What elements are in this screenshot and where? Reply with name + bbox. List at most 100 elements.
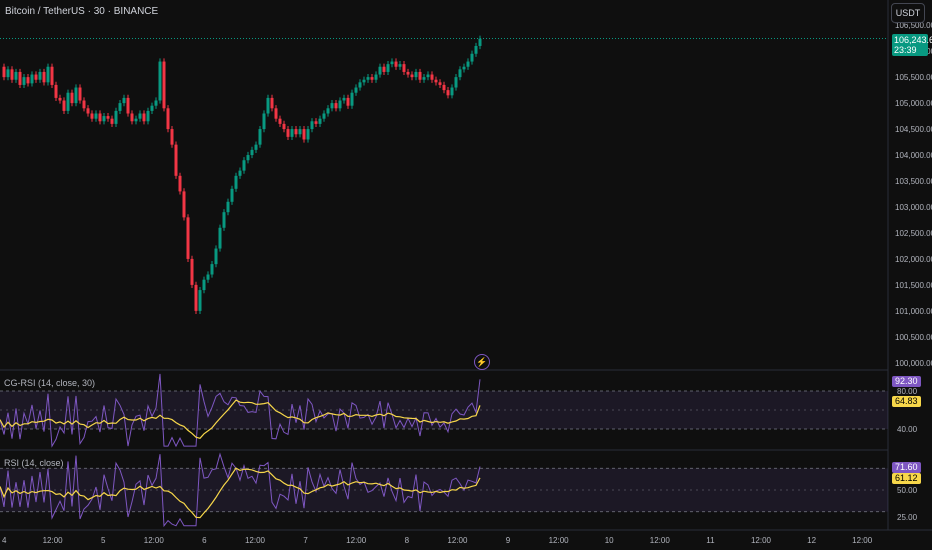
candle-body: [406, 71, 410, 75]
candle-body: [334, 103, 338, 109]
candle-body: [170, 129, 174, 145]
candle-body: [174, 144, 178, 176]
cg-rsi-label[interactable]: CG-RSI (14, close, 30): [4, 378, 96, 388]
price-tick-label: 103,500.00: [895, 177, 932, 186]
candle-body: [322, 113, 326, 119]
lightning-alert-icon[interactable]: ⚡: [474, 354, 490, 370]
rsi-value-tag: 71.60: [892, 462, 921, 473]
candle-body: [94, 113, 98, 119]
candle-body: [258, 129, 262, 145]
candle-body: [142, 113, 146, 122]
candle-body: [306, 129, 310, 140]
candle-body: [274, 108, 278, 119]
candle-body: [106, 116, 110, 119]
candle-body: [270, 97, 274, 109]
candle-body: [114, 110, 118, 124]
candle-body: [122, 97, 126, 104]
candle-body: [282, 123, 286, 130]
cg-rsi-value-tag: 92.30: [892, 376, 921, 387]
candle-body: [446, 90, 450, 96]
candle-body: [238, 170, 242, 176]
candle-body: [46, 66, 50, 83]
candle-body: [118, 103, 122, 111]
candle-body: [90, 113, 94, 119]
time-tick-label: 12: [807, 536, 816, 545]
time-tick-label: 6: [202, 536, 207, 545]
candle-body: [466, 61, 470, 67]
time-tick-label: 4: [2, 536, 7, 545]
candle-body: [74, 87, 78, 104]
price-tick-label: 100,000.00: [895, 359, 932, 368]
candle-body: [126, 97, 130, 114]
candle-body: [62, 100, 66, 111]
price-tick-label: 101,000.00: [895, 307, 932, 316]
price-tick-label: 105,500.00: [895, 73, 932, 82]
candle-body: [110, 118, 114, 124]
price-tick-label: 102,500.00: [895, 229, 932, 238]
candle-body: [398, 64, 402, 67]
candle-body: [430, 74, 434, 80]
time-tick-label: 10: [605, 536, 614, 545]
candle-body: [266, 97, 270, 114]
candle-body: [250, 149, 254, 156]
price-tick-label: 105,000.00: [895, 99, 932, 108]
candle-body: [302, 129, 306, 140]
cg-rsi-ma-tag: 64.83: [892, 396, 921, 407]
candle-body: [374, 74, 378, 80]
candle-body: [382, 66, 386, 72]
candle-body: [26, 77, 30, 84]
candle-body: [442, 84, 446, 91]
candle-body: [342, 97, 346, 101]
candle-body: [202, 279, 206, 291]
candle-body: [182, 191, 186, 218]
candle-body: [370, 77, 374, 80]
candle-body: [206, 274, 210, 280]
candle-body: [2, 66, 6, 78]
candle-body: [178, 175, 182, 192]
candle-body: [14, 71, 18, 80]
candle-body: [254, 144, 258, 150]
candle-body: [246, 155, 250, 161]
candle-body: [402, 64, 406, 72]
time-tick-label: 12:00: [650, 536, 671, 545]
candle-body: [10, 69, 14, 80]
price-tick-label: 101,500.00: [895, 281, 932, 290]
bar-countdown: 23:39: [894, 45, 917, 55]
price-tick-label: 102,000.00: [895, 255, 932, 264]
candle-body: [210, 264, 214, 275]
candle-body: [58, 97, 62, 101]
oscillator-ma-line: [0, 467, 481, 519]
price-tick-label: 106,500.00: [895, 21, 932, 30]
candle-body: [310, 121, 314, 130]
candle-body: [454, 77, 458, 88]
candle-body: [98, 113, 102, 122]
candle-body: [290, 129, 294, 137]
oscillator-line: [0, 373, 481, 448]
last-price: 106,243.67: [894, 35, 932, 45]
candle-body: [222, 212, 226, 228]
time-tick-label: 12:00: [549, 536, 570, 545]
candle-body: [134, 118, 138, 122]
candle-body: [38, 71, 42, 80]
candle-body: [314, 121, 318, 124]
time-tick-label: 8: [405, 536, 410, 545]
candle-body: [234, 175, 238, 189]
candle-body: [438, 82, 442, 85]
time-tick-label: 12:00: [751, 536, 772, 545]
currency-button[interactable]: USDT: [891, 3, 925, 23]
candle-body: [86, 108, 90, 114]
symbol-title: Bitcoin / TetherUS · 30 · BINANCE: [5, 6, 159, 17]
rsi-label[interactable]: RSI (14, close): [4, 458, 64, 468]
time-tick-label: 12:00: [346, 536, 367, 545]
candle-body: [78, 87, 82, 101]
candle-body: [226, 201, 230, 213]
candle-body: [422, 77, 426, 80]
candle-body: [354, 87, 358, 93]
candle-body: [162, 61, 166, 109]
candle-body: [194, 284, 198, 311]
rsi-tick-label: 25.00: [897, 513, 918, 522]
candle-body: [242, 160, 246, 171]
candle-body: [358, 82, 362, 88]
